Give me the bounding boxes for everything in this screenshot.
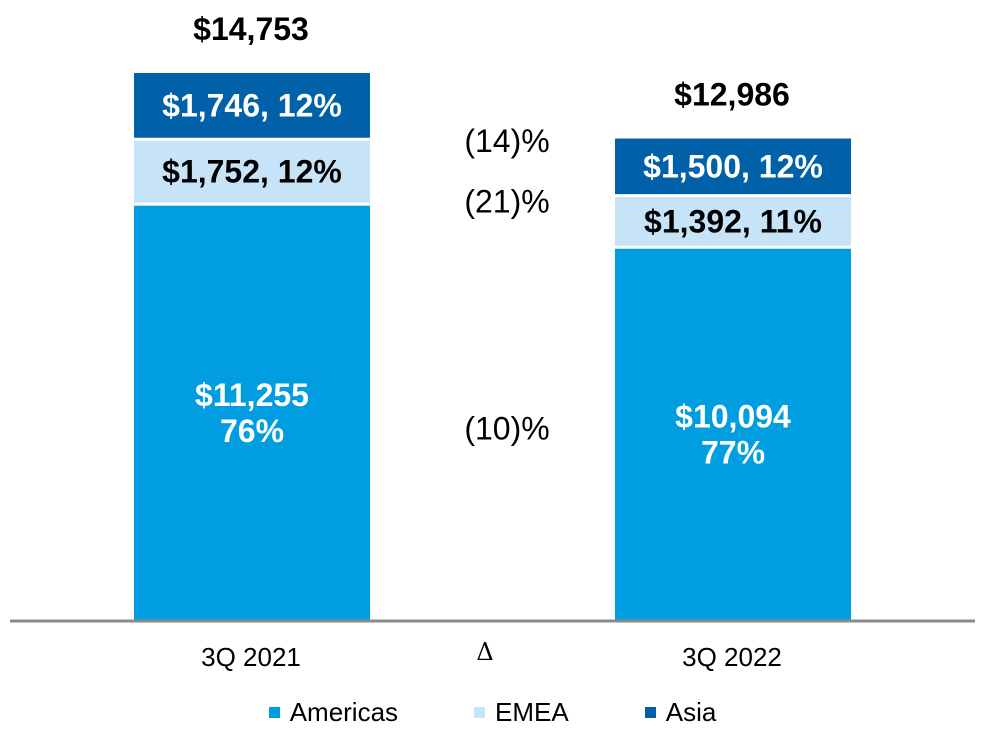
bars-layer (134, 73, 851, 621)
data-label-americas-3q-2022: $10,094 77% (675, 398, 791, 470)
bar-americas-3q-2022 (615, 248, 851, 621)
x-tick-label-3q-2021: 3Q 2021 (201, 642, 301, 672)
data-label-asia-3q-2021: $1,746, 12% (162, 87, 342, 123)
legend-item-americas: Americas (268, 696, 399, 728)
bar-asia-3q-2021 (134, 73, 370, 138)
data-label-asia-3q-2022: $1,500, 12% (643, 148, 823, 184)
bar-emea-3q-2021 (134, 140, 370, 203)
legend-swatch-americas (268, 706, 280, 718)
total-label-3q-2021: $14,753 (193, 11, 309, 47)
bar-emea-3q-2022 (615, 197, 851, 246)
bar-americas-3q-2021 (134, 205, 370, 621)
revenue-by-region-chart: $11,255 76% $1,752, 12% $1,746, 12% $14,753 3… (10, 11, 975, 672)
legend-label-asia: Asia (665, 696, 717, 727)
data-label-americas-3q-2021: $11,255 76% (195, 377, 309, 449)
legend-item-emea: EMEA (474, 697, 569, 728)
bar-asia-3q-2022 (615, 138, 851, 195)
legend-label-americas: Americas (289, 696, 399, 727)
delta-label-emea: (21)% (464, 184, 549, 220)
legend-label-emea: EMEA (495, 696, 569, 727)
legend-item-asia: Asia (644, 696, 717, 728)
legend-swatch-emea (474, 706, 486, 718)
data-label-emea-3q-2022: $1,392, 11% (644, 203, 822, 239)
x-tick-label-3q-2022: 3Q 2022 (682, 642, 782, 672)
delta-column-label: Δ (476, 638, 493, 666)
total-label-3q-2022: $12,986 (674, 77, 790, 113)
data-label-emea-3q-2021: $1,752, 12% (162, 154, 342, 190)
delta-label-asia: (14)% (464, 123, 549, 159)
labels-layer: $11,255 76% $1,752, 12% $1,746, 12% $14,753 3… (162, 11, 823, 672)
legend: Americas EMEA Asia (0, 694, 985, 730)
delta-label-americas: (10)% (464, 411, 549, 447)
legend-swatch-asia (644, 706, 656, 718)
